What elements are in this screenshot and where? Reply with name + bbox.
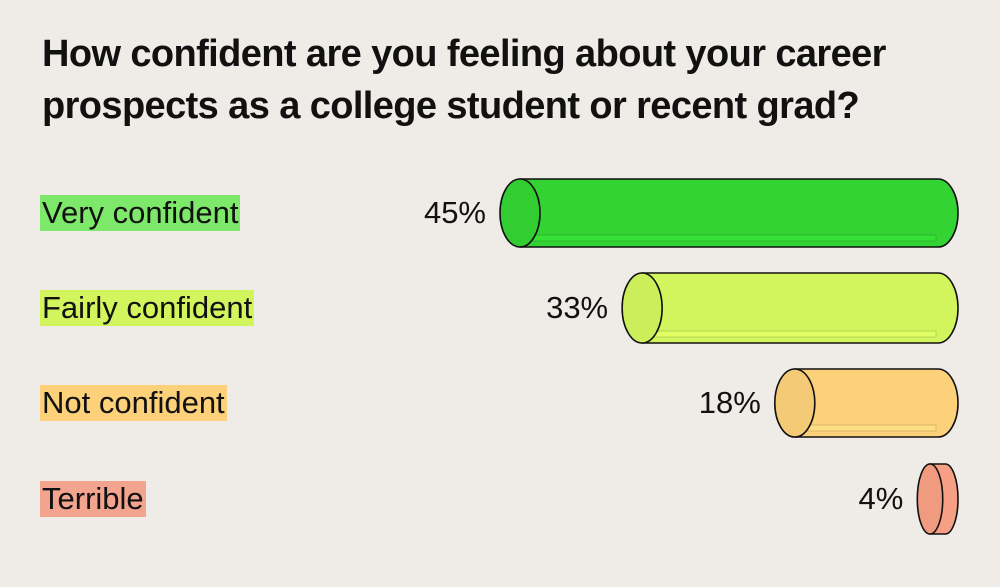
chart-title: How confident are you feeling about your… [42, 28, 972, 132]
category-label: Not confident [40, 385, 227, 421]
bar-very-confident [499, 178, 959, 248]
chart-title-line-2: prospects as a college student or recent… [42, 85, 860, 127]
value-label: 33% [546, 290, 609, 325]
value-label: 45% [423, 195, 486, 230]
value-label: 4% [858, 481, 904, 516]
bar-not-confident [773, 368, 959, 438]
bar-terrible [916, 463, 959, 535]
value-label: 18% [698, 385, 761, 420]
category-label: Fairly confident [40, 290, 255, 326]
category-label: Very confident [40, 195, 241, 231]
chart-title-line-1: How confident are you feeling about your… [42, 33, 886, 75]
category-label: Terrible [40, 481, 146, 517]
bar-fairly-confident [621, 272, 959, 344]
